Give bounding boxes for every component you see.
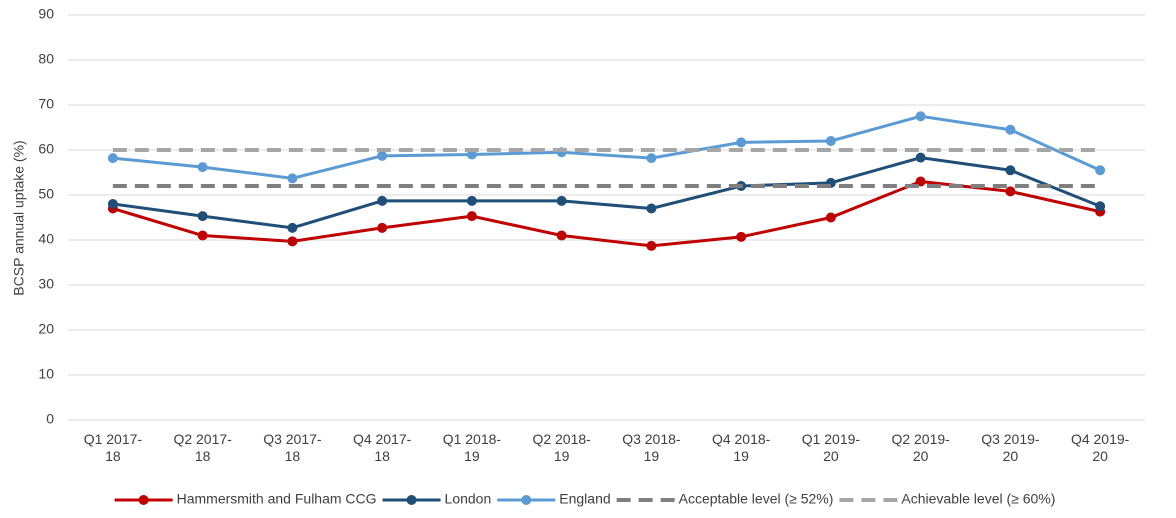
x-tick-label: Q1 2017-18 — [84, 431, 143, 464]
data-point — [825, 136, 836, 146]
data-point — [377, 150, 388, 161]
y-tick-label: 10 — [38, 366, 54, 382]
data-point — [1005, 124, 1016, 135]
x-tick-label: Q4 2017-18 — [353, 431, 412, 464]
series-line — [112, 156, 1101, 230]
data-point — [1095, 165, 1106, 176]
data-point — [287, 222, 298, 233]
data-point — [736, 231, 747, 242]
data-point — [556, 195, 567, 206]
data-point — [287, 173, 298, 184]
y-tick-label: 30 — [38, 276, 54, 292]
x-tick-label: Q1 2018-19 — [443, 431, 502, 464]
data-point — [466, 211, 477, 222]
x-tick-label: Q2 2018-19 — [532, 431, 591, 464]
x-tick-label: Q3 2018-19 — [622, 431, 681, 464]
legend-marker — [521, 495, 532, 505]
data-point — [197, 211, 208, 222]
data-point — [466, 195, 477, 206]
legend-label: England — [559, 491, 610, 507]
data-point — [377, 195, 388, 206]
x-tick-label: Q4 2018-19 — [712, 431, 771, 464]
y-tick-label: 60 — [38, 141, 54, 157]
data-point — [736, 137, 747, 148]
series-line — [112, 179, 1101, 248]
data-point — [197, 230, 208, 241]
data-point — [107, 153, 118, 164]
data-point — [915, 111, 926, 122]
data-point — [1005, 165, 1016, 176]
data-point — [197, 162, 208, 173]
x-tick-label: Q3 2017-18 — [263, 431, 322, 464]
y-tick-label: 80 — [38, 51, 54, 67]
x-tick-label: Q4 2019-20 — [1071, 431, 1130, 464]
x-tick-label: Q1 2019-20 — [802, 431, 861, 464]
data-point — [377, 222, 388, 233]
data-point — [915, 152, 926, 163]
data-point — [1005, 186, 1016, 197]
series-line — [112, 114, 1101, 180]
legend-label: Achievable level (≥ 60%) — [901, 491, 1055, 507]
y-tick-label: 20 — [38, 321, 54, 337]
data-point — [287, 236, 298, 247]
y-tick-label: 0 — [46, 411, 54, 427]
legend-label: London — [445, 491, 492, 507]
x-tick-label: Q3 2019-20 — [981, 431, 1040, 464]
data-point — [1095, 201, 1106, 212]
legend-marker — [138, 495, 149, 505]
y-axis-label: BCSP annual uptake (%) — [11, 140, 27, 295]
y-tick-label: 70 — [38, 96, 54, 112]
x-tick-label: Q2 2017-18 — [173, 431, 232, 464]
data-point — [646, 240, 657, 251]
legend-marker — [406, 495, 417, 505]
y-tick-label: 90 — [38, 6, 54, 22]
legend: Hammersmith and Fulham CCG London England A… — [114, 491, 1055, 507]
data-point — [646, 203, 657, 214]
y-tick-label: 50 — [38, 186, 54, 202]
legend-label: Hammersmith and Fulham CCG — [177, 491, 377, 507]
y-tick-label: 40 — [38, 231, 54, 247]
x-tick-label: Q2 2019-20 — [891, 431, 950, 464]
data-point — [825, 212, 836, 223]
data-point — [646, 153, 657, 164]
legend-label: Acceptable level (≥ 52%) — [679, 491, 834, 507]
data-point — [107, 199, 118, 209]
data-point — [556, 230, 567, 241]
